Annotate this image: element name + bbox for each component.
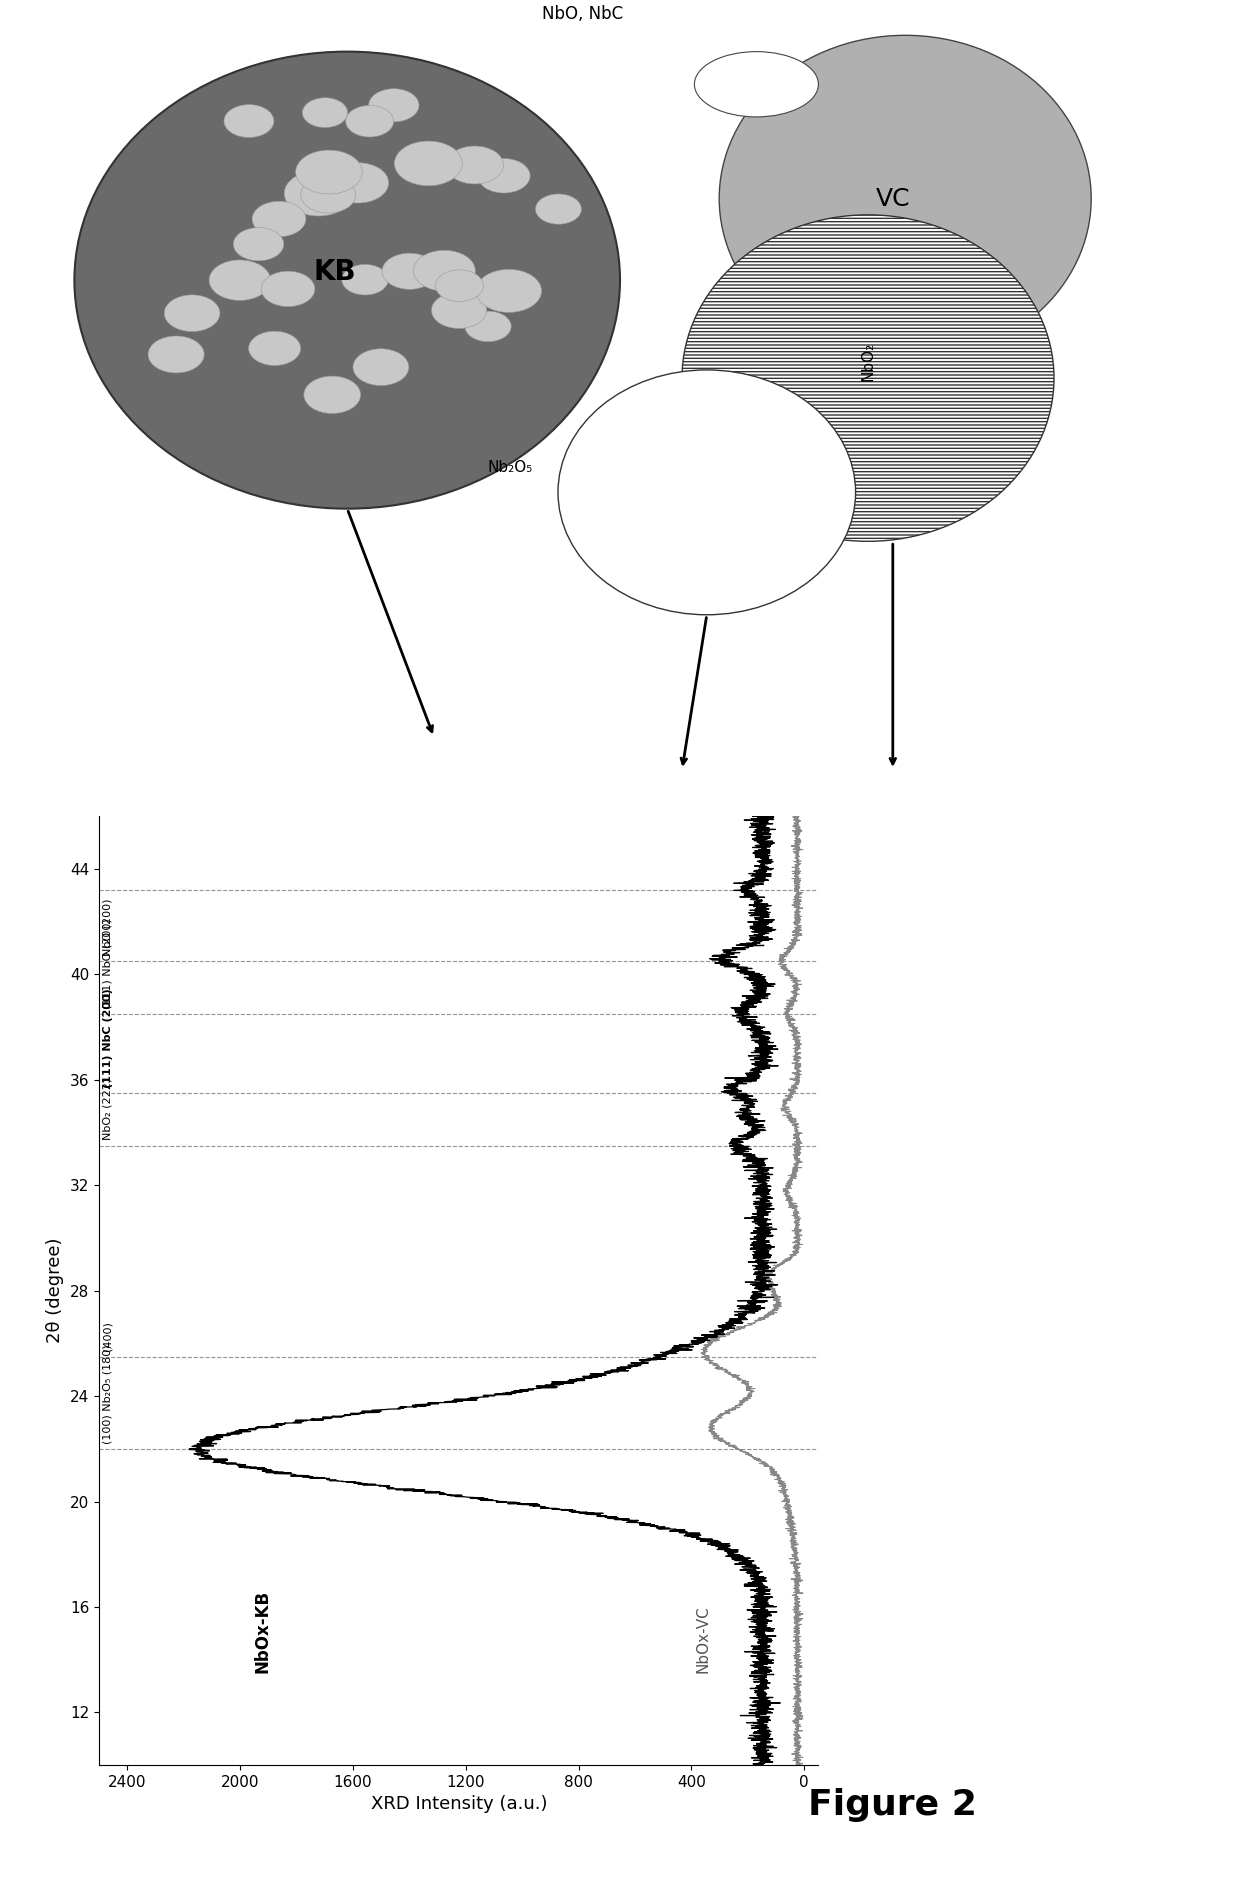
Circle shape bbox=[295, 150, 362, 194]
Circle shape bbox=[224, 104, 274, 137]
Ellipse shape bbox=[558, 370, 856, 615]
Ellipse shape bbox=[694, 51, 818, 118]
Ellipse shape bbox=[719, 36, 1091, 363]
Circle shape bbox=[262, 271, 315, 307]
X-axis label: XRD Intensity (a.u.): XRD Intensity (a.u.) bbox=[371, 1796, 547, 1813]
Circle shape bbox=[248, 332, 300, 366]
Circle shape bbox=[346, 106, 393, 137]
Text: NbOx-KB: NbOx-KB bbox=[254, 1591, 272, 1672]
Text: NbO₂: NbO₂ bbox=[861, 342, 875, 381]
Text: NbO, NbC: NbO, NbC bbox=[542, 6, 624, 23]
Circle shape bbox=[284, 171, 353, 216]
Circle shape bbox=[304, 376, 361, 414]
Circle shape bbox=[446, 146, 503, 184]
Text: NbO (200): NbO (200) bbox=[103, 898, 113, 957]
Circle shape bbox=[413, 251, 475, 290]
Circle shape bbox=[303, 97, 347, 127]
Circle shape bbox=[210, 260, 270, 300]
Circle shape bbox=[382, 252, 436, 288]
Text: Figure 2: Figure 2 bbox=[808, 1788, 977, 1822]
Circle shape bbox=[353, 349, 409, 385]
Text: NbOx-VC: NbOx-VC bbox=[696, 1606, 711, 1672]
Circle shape bbox=[394, 140, 463, 186]
Text: (100) Nb₂O₅ (180): (100) Nb₂O₅ (180) bbox=[103, 1344, 113, 1444]
Text: Nb₂O₅: Nb₂O₅ bbox=[489, 461, 533, 474]
Circle shape bbox=[233, 228, 284, 260]
Y-axis label: 2θ (degree): 2θ (degree) bbox=[46, 1237, 64, 1344]
Circle shape bbox=[476, 270, 542, 313]
Circle shape bbox=[465, 311, 511, 342]
Circle shape bbox=[301, 177, 356, 213]
Circle shape bbox=[327, 163, 388, 203]
Ellipse shape bbox=[682, 214, 1054, 541]
Text: (111) NbO (200): (111) NbO (200) bbox=[103, 919, 113, 1008]
Ellipse shape bbox=[74, 51, 620, 509]
Circle shape bbox=[252, 201, 306, 237]
Circle shape bbox=[432, 292, 486, 328]
Text: VC: VC bbox=[875, 186, 910, 211]
Circle shape bbox=[342, 264, 388, 294]
Circle shape bbox=[148, 336, 205, 372]
Text: (111) NbC (200): (111) NbC (200) bbox=[103, 989, 113, 1088]
Circle shape bbox=[477, 159, 531, 194]
Text: KB: KB bbox=[314, 258, 356, 287]
Circle shape bbox=[164, 294, 219, 332]
Circle shape bbox=[368, 89, 419, 121]
Text: (400): (400) bbox=[103, 1321, 113, 1351]
Circle shape bbox=[435, 270, 484, 302]
Circle shape bbox=[536, 194, 582, 224]
Text: NbO₂ (222): NbO₂ (222) bbox=[103, 1078, 113, 1141]
